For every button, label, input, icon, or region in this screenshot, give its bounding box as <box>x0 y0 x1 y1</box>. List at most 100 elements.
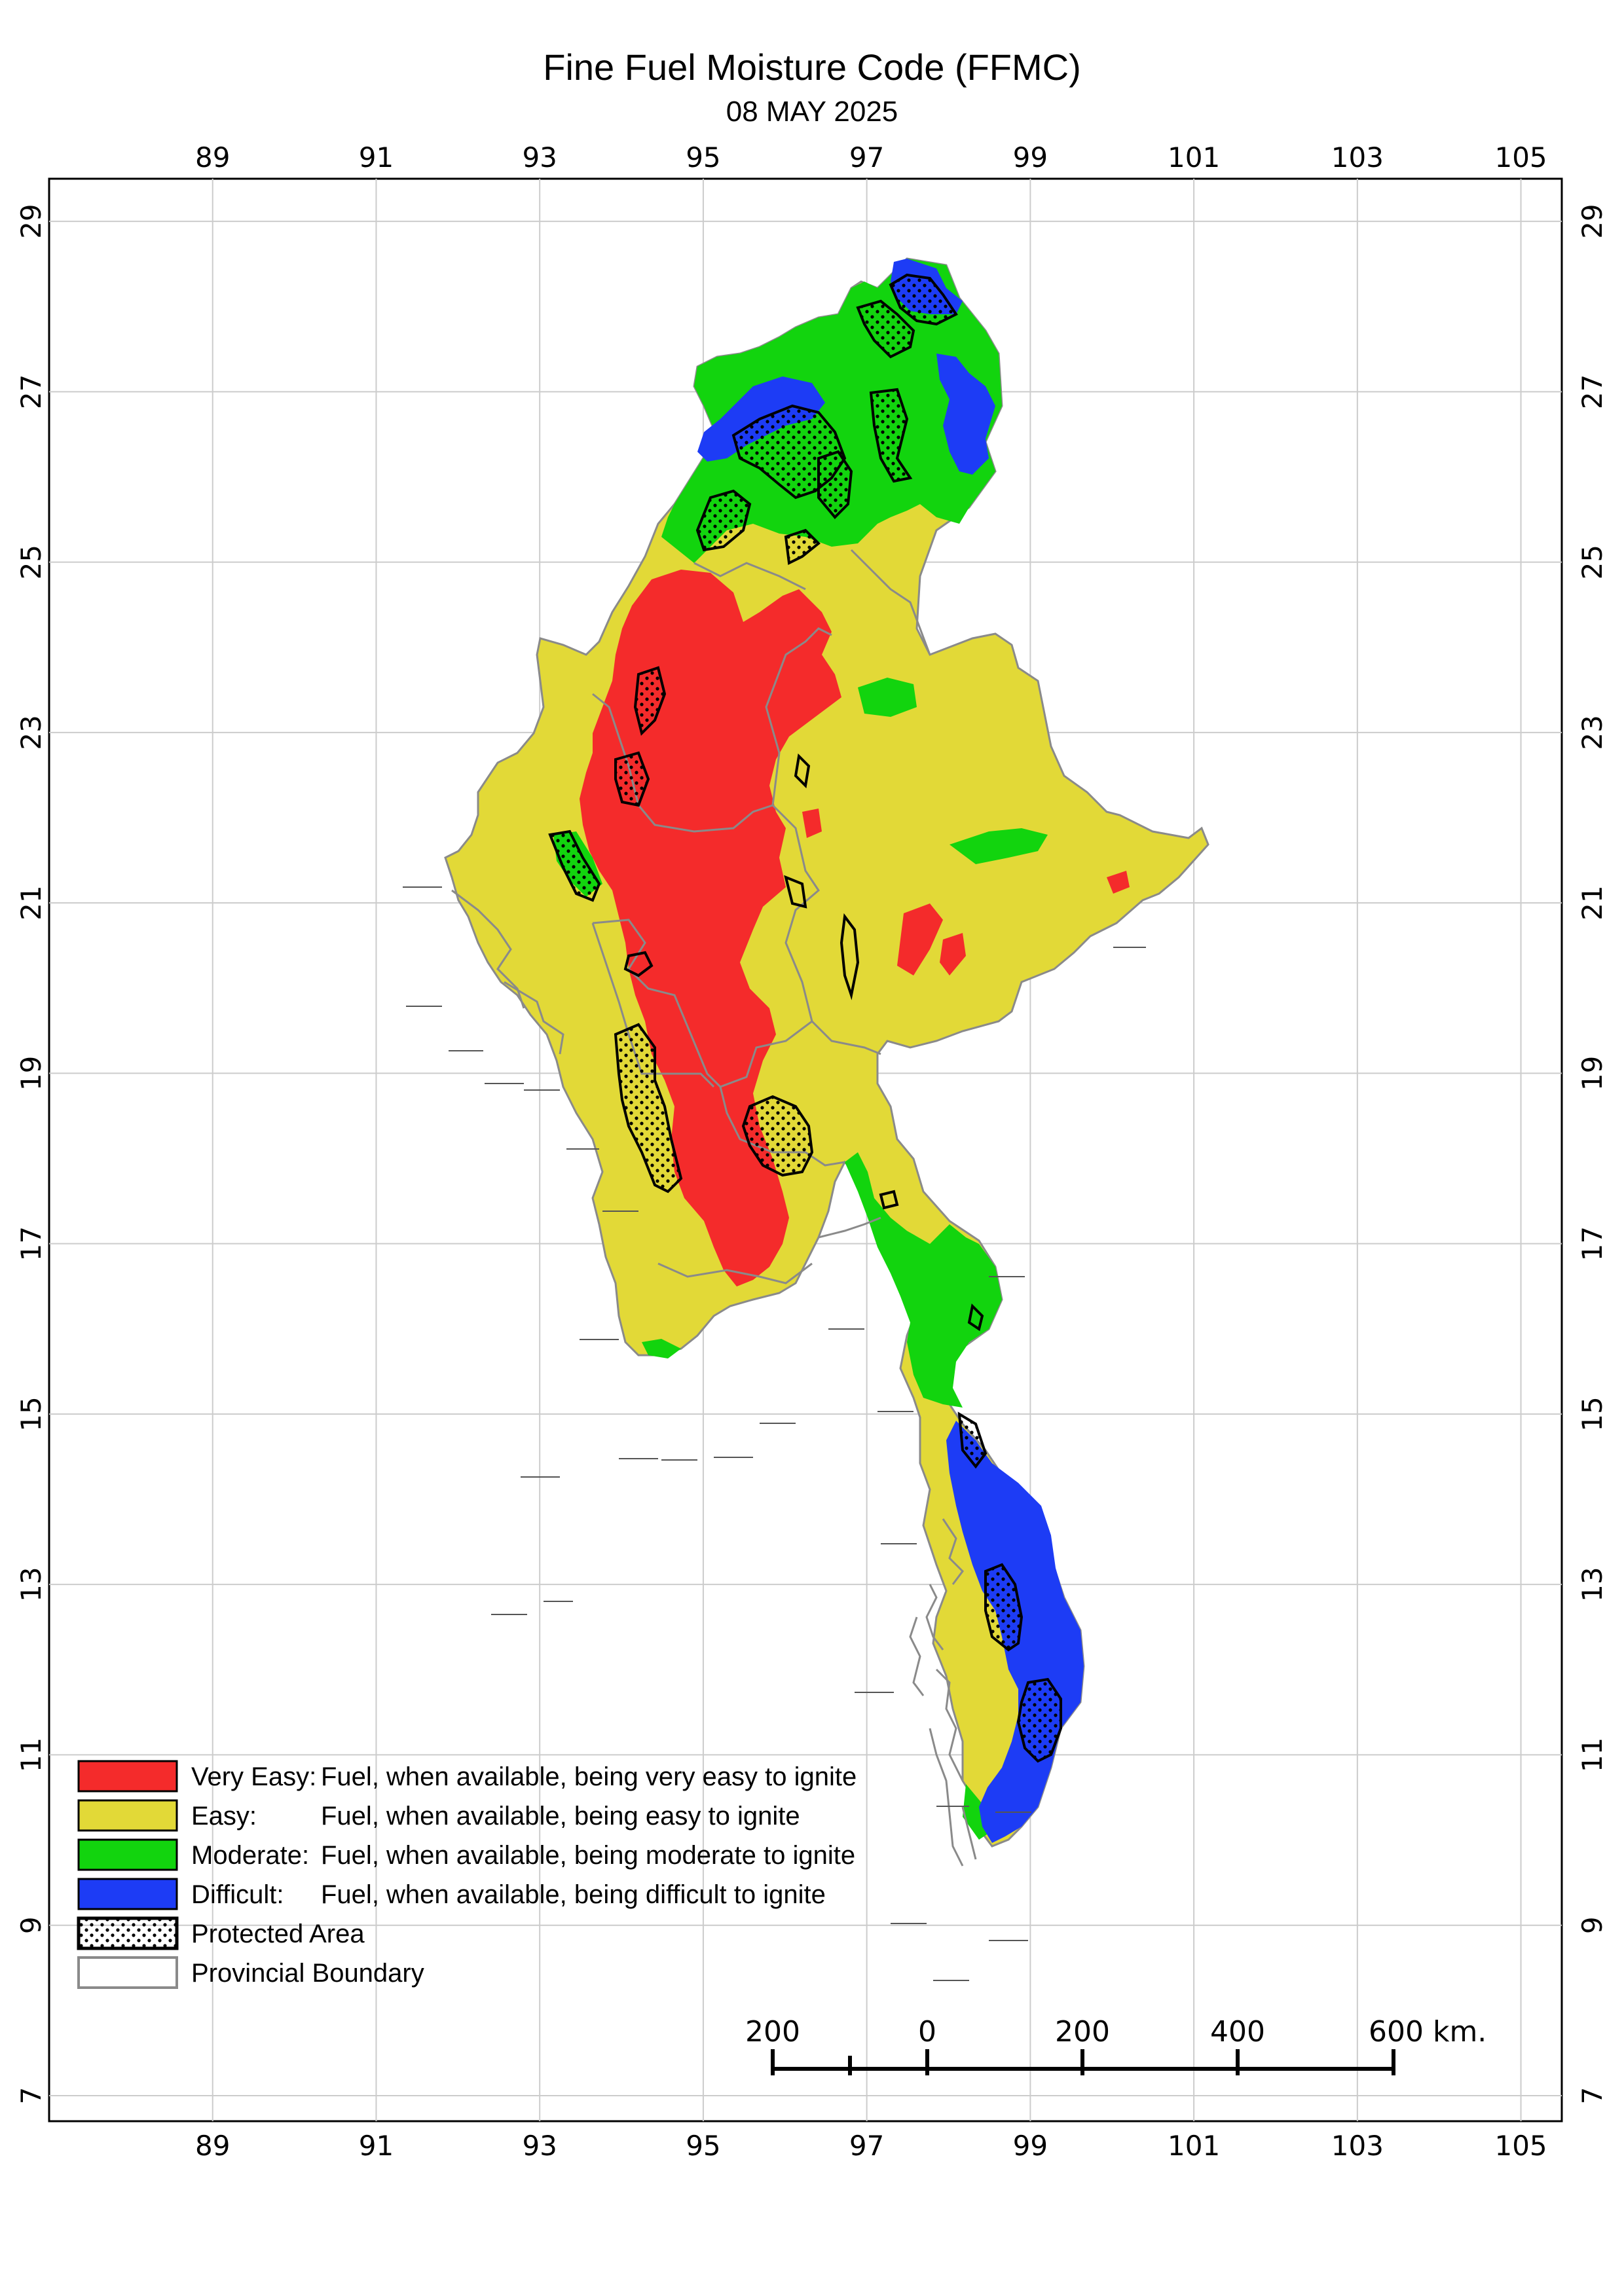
lat-tick-left: 23 <box>15 715 47 750</box>
legend-swatch-moderate <box>77 1838 178 1871</box>
lon-tick-top: 93 <box>522 141 557 173</box>
lat-tick-left: 25 <box>15 545 47 579</box>
lat-tick-left: 27 <box>15 374 47 409</box>
protected-area <box>548 829 601 902</box>
protected-area-outlines <box>623 753 984 1332</box>
lat-tick-left: 11 <box>15 1738 47 1772</box>
protected-area <box>856 299 915 359</box>
moderate-zone-north <box>661 259 1002 563</box>
lat-tick-right: 21 <box>1576 885 1608 920</box>
legend-swatch-very-easy <box>77 1760 178 1793</box>
lon-tick-bottom: 91 <box>359 2130 394 2162</box>
legend-label-easy: Easy: <box>191 1802 257 1831</box>
lat-tick-right: 29 <box>1576 204 1608 238</box>
scale-label: 600 km. <box>1369 2015 1486 2049</box>
moderate-patch <box>858 678 917 717</box>
lon-tick-bottom: 89 <box>195 2130 230 2162</box>
protected-area <box>695 489 752 552</box>
lon-tick-top: 105 <box>1494 141 1547 173</box>
scale-bar: 200 0 200 400 600 km. <box>745 2015 1486 2075</box>
protected-area <box>614 751 650 807</box>
lat-tick-left: 29 <box>15 204 47 238</box>
very-easy-patch <box>1107 871 1130 894</box>
lat-tick-right: 15 <box>1576 1396 1608 1431</box>
protected-area <box>984 1563 1024 1652</box>
very-easy-patch <box>802 809 822 838</box>
legend-label-moderate: Moderate: <box>191 1841 309 1870</box>
legend-swatch-difficult <box>77 1878 178 1910</box>
legend: Very Easy: Fuel, when available, being v… <box>77 1760 857 1989</box>
scale-label: 0 <box>918 2015 936 2049</box>
protected-area <box>784 528 821 566</box>
scale-label: 200 <box>745 2015 800 2049</box>
legend-desc-very-easy: Fuel, when available, being very easy to… <box>321 1762 857 1791</box>
axis-tick-labels: 8989919193939595979799991011011031031051… <box>15 141 1608 2162</box>
very-easy-zone <box>580 570 841 1286</box>
protected-area <box>889 273 958 326</box>
legend-label-provincial-boundary: Provincial Boundary <box>191 1959 424 1988</box>
legend-swatch-protected-area <box>77 1916 179 1950</box>
legend-swatch-provincial-boundary <box>77 1956 178 1989</box>
difficult-zone-north <box>936 354 995 475</box>
lat-tick-right: 7 <box>1576 2087 1608 2105</box>
lat-tick-right: 11 <box>1576 1738 1608 1772</box>
lon-tick-top: 91 <box>359 141 394 173</box>
provincial-boundaries <box>591 549 931 1285</box>
lon-tick-top: 103 <box>1331 141 1384 173</box>
lat-tick-left: 17 <box>15 1226 47 1261</box>
lon-tick-bottom: 103 <box>1331 2130 1384 2162</box>
lon-tick-bottom: 99 <box>1013 2130 1048 2162</box>
lon-tick-top: 95 <box>686 141 720 173</box>
protected-area <box>1016 1677 1062 1763</box>
lat-tick-right: 27 <box>1576 374 1608 409</box>
legend-label-very-easy: Very Easy: <box>191 1762 316 1791</box>
protected-area <box>741 1095 814 1177</box>
protected-area <box>817 450 853 519</box>
lat-tick-right: 13 <box>1576 1567 1608 1601</box>
offshore-markers <box>403 886 1146 1981</box>
lat-tick-left: 15 <box>15 1396 47 1431</box>
legend-label-difficult: Difficult: <box>191 1880 284 1909</box>
lon-tick-bottom: 97 <box>849 2130 884 2162</box>
moderate-patch <box>642 1339 681 1358</box>
moderate-zone-south <box>845 1152 1002 1408</box>
protected-areas <box>548 273 1062 1763</box>
lat-tick-left: 19 <box>15 1056 47 1091</box>
protected-area <box>614 1023 683 1194</box>
protected-area <box>869 388 913 483</box>
map-title: Fine Fuel Moisture Code (FFMC) <box>543 46 1081 88</box>
lon-tick-bottom: 95 <box>686 2130 720 2162</box>
very-easy-patch <box>897 903 943 975</box>
lon-tick-top: 99 <box>1013 141 1048 173</box>
lon-tick-top: 97 <box>849 141 884 173</box>
very-easy-patch <box>940 933 966 975</box>
lat-tick-right: 25 <box>1576 545 1608 579</box>
lon-tick-top: 89 <box>195 141 230 173</box>
lat-tick-left: 9 <box>15 1916 47 1934</box>
protected-area <box>633 666 667 736</box>
lat-tick-right: 23 <box>1576 715 1608 750</box>
map-date: 08 MAY 2025 <box>726 96 898 128</box>
lat-tick-left: 7 <box>15 2087 47 2105</box>
coastal-islands <box>451 889 977 1867</box>
lon-tick-top: 101 <box>1168 141 1220 173</box>
legend-swatch-easy <box>77 1799 178 1832</box>
scale-label: 200 <box>1055 2015 1110 2049</box>
lat-tick-right: 17 <box>1576 1226 1608 1261</box>
protected-area <box>957 1412 987 1469</box>
lat-tick-right: 9 <box>1576 1916 1608 1934</box>
lon-tick-bottom: 105 <box>1494 2130 1547 2162</box>
lat-tick-right: 19 <box>1576 1056 1608 1091</box>
lon-tick-bottom: 101 <box>1168 2130 1220 2162</box>
moderate-patch <box>950 828 1048 864</box>
lat-tick-left: 21 <box>15 885 47 920</box>
legend-desc-moderate: Fuel, when available, being moderate to … <box>321 1841 855 1870</box>
legend-desc-easy: Fuel, when available, being easy to igni… <box>321 1802 800 1831</box>
lon-tick-bottom: 93 <box>522 2130 557 2162</box>
scale-label: 400 <box>1210 2015 1265 2049</box>
lat-tick-left: 13 <box>15 1567 47 1601</box>
legend-label-protected-area: Protected Area <box>191 1920 365 1948</box>
legend-desc-difficult: Fuel, when available, being difficult to… <box>321 1880 826 1909</box>
fuel-moisture-map <box>403 257 1209 1981</box>
